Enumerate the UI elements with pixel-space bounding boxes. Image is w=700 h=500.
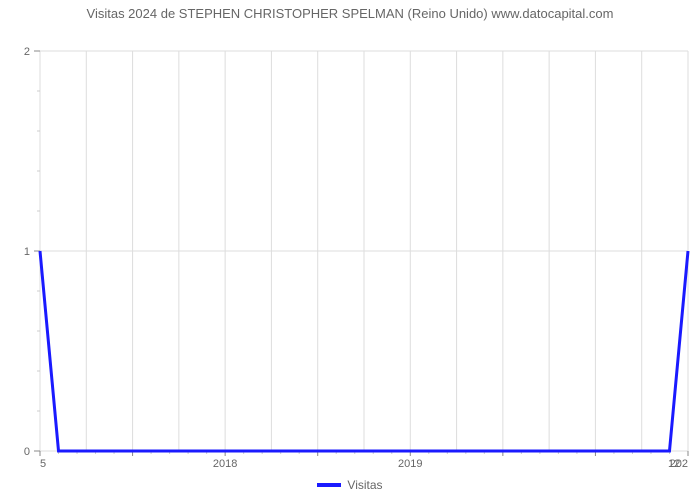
svg-text:0: 0 (24, 446, 30, 458)
svg-text:5: 5 (40, 458, 46, 469)
svg-text:2019: 2019 (398, 458, 422, 469)
legend: Visitas (0, 478, 700, 492)
line-chart: 01252018201912202 (0, 21, 700, 469)
legend-swatch (317, 483, 341, 487)
chart-title: Visitas 2024 de STEPHEN CHRISTOPHER SPEL… (0, 0, 700, 21)
svg-text:202: 202 (670, 458, 688, 469)
svg-text:1: 1 (24, 246, 30, 258)
legend-label: Visitas (347, 478, 382, 492)
svg-text:2: 2 (24, 46, 30, 58)
svg-text:2018: 2018 (213, 458, 237, 469)
